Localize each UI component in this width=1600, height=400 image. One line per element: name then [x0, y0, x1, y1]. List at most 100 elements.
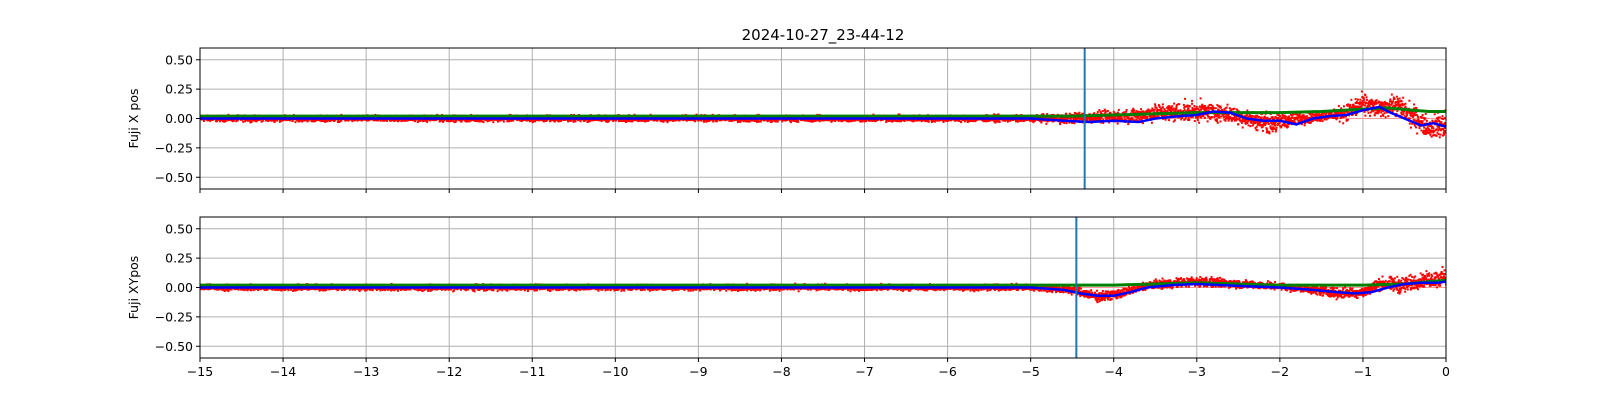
scatter-point: [480, 120, 483, 123]
scatter-point: [333, 119, 336, 122]
scatter-point: [391, 119, 394, 122]
scatter-point: [1150, 121, 1153, 124]
scatter-point: [666, 121, 669, 124]
scatter-point: [326, 120, 329, 123]
scatter-point: [512, 119, 515, 122]
scatter-point: [994, 121, 997, 124]
scatter-point: [1132, 110, 1135, 113]
scatter-point: [1148, 109, 1151, 112]
scatter-point: [1137, 115, 1140, 118]
scatter-point: [981, 119, 984, 122]
scatter-point: [1154, 103, 1157, 106]
scatter-point: [644, 120, 647, 123]
scatter-point: [454, 120, 457, 123]
scatter-point: [912, 120, 915, 123]
scatter-point: [678, 119, 681, 122]
scatter-point: [218, 120, 221, 123]
scatter-point: [1069, 117, 1072, 120]
scatter-point: [666, 119, 669, 122]
scatter-point: [311, 119, 314, 122]
scatter-point: [795, 120, 798, 123]
scatter-point: [476, 120, 479, 123]
scatter-point: [1120, 118, 1123, 121]
scatter-point: [489, 119, 492, 122]
scatter-point: [291, 119, 294, 122]
scatter-point: [354, 118, 357, 121]
scatter-point: [496, 120, 499, 123]
scatter-point: [621, 119, 624, 122]
scatter-point: [812, 120, 815, 123]
scatter-point: [606, 118, 609, 121]
scatter-point: [1137, 116, 1140, 119]
scatter-point: [588, 120, 591, 123]
scatter-point: [1109, 112, 1112, 115]
scatter-point: [937, 119, 940, 122]
scatter-point: [377, 119, 380, 122]
scatter-point: [464, 119, 467, 122]
scatter-point: [848, 120, 851, 123]
scatter-point: [927, 120, 930, 123]
scatter-point: [774, 120, 777, 123]
scatter-point: [397, 120, 400, 123]
scatter-point: [1153, 114, 1156, 117]
scatter-point: [532, 120, 535, 123]
scatter-point: [1140, 108, 1143, 111]
scatter-point: [1069, 118, 1072, 121]
scatter-point: [535, 119, 538, 122]
scatter-point: [573, 119, 576, 122]
scatter-point: [662, 119, 665, 122]
scatter-point: [1152, 115, 1155, 118]
scatter-point: [270, 119, 273, 122]
scatter-point: [1140, 118, 1143, 121]
scatter-point: [685, 119, 688, 122]
scatter-point: [553, 120, 556, 123]
scatter-point: [818, 120, 821, 123]
scatter-point: [715, 120, 718, 123]
scatter-point: [745, 120, 748, 123]
scatter-point: [969, 120, 972, 123]
scatter-point: [896, 119, 899, 122]
scatter-point: [950, 119, 953, 122]
scatter-point: [625, 121, 628, 124]
scatter-point: [1093, 112, 1096, 115]
scatter-point: [1166, 109, 1169, 112]
scatter-point: [637, 119, 640, 122]
scatter-point: [433, 119, 436, 122]
scatter-point: [960, 121, 963, 124]
scatter-point: [572, 120, 575, 123]
scatter-point: [323, 119, 326, 122]
scatter-point: [940, 118, 943, 121]
scatter-point: [640, 119, 643, 122]
scatter-point: [760, 118, 763, 121]
scatter-point: [897, 113, 900, 116]
scatter-point: [629, 120, 632, 123]
scatter-point: [1033, 119, 1036, 122]
scatter-point: [1092, 117, 1095, 120]
scatter-point: [1071, 121, 1074, 124]
scatter-point: [748, 120, 751, 123]
scatter-point: [700, 119, 703, 122]
scatter-point: [759, 120, 762, 123]
scatter-point: [1161, 106, 1164, 109]
scatter-point: [993, 113, 996, 116]
scatter-point: [1124, 119, 1127, 122]
scatter-point: [1155, 115, 1158, 118]
scatter-point: [810, 120, 813, 123]
scatter-point: [301, 120, 304, 123]
scatter-point: [1131, 118, 1134, 121]
scatter-point: [961, 119, 964, 122]
scatter-point: [267, 120, 270, 123]
scatter-point: [400, 118, 403, 121]
scatter-point: [579, 120, 582, 123]
scatter-point: [1046, 113, 1049, 116]
scatter-point: [690, 119, 693, 122]
scatter-point: [1104, 112, 1107, 115]
scatter-point: [1108, 117, 1111, 120]
scatter-point: [1164, 109, 1167, 112]
scatter-point: [468, 120, 471, 123]
scatter-point: [1105, 110, 1108, 113]
scatter-point: [963, 118, 966, 121]
scatter-point: [810, 119, 813, 122]
